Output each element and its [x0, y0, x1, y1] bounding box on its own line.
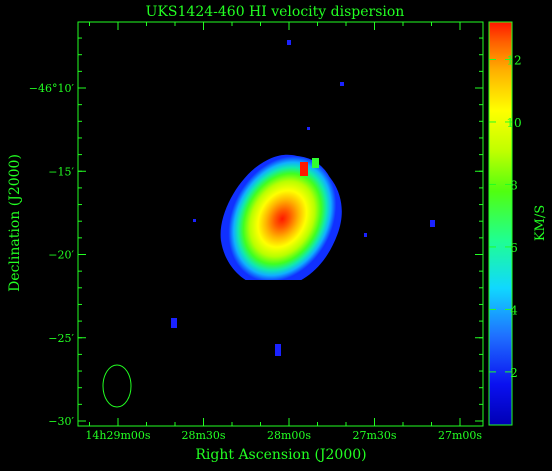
x-tick-label: 14h29m00s	[85, 429, 151, 442]
y-tick-label: −46°10′	[29, 82, 75, 95]
noise-pixels	[171, 40, 435, 356]
x-tick-label: 27m30s	[352, 429, 396, 442]
map-lower-cut	[210, 280, 350, 320]
x-axis-label: Right Ascension (J2000)	[195, 447, 366, 463]
x-tick-label: 28m30s	[181, 429, 225, 442]
colorbar-tick-label: 8	[510, 178, 518, 192]
y-tick-label: −30′	[48, 415, 74, 428]
galaxy-core	[228, 156, 337, 282]
y-axis-ticks: −46°10′ −15′ −20′ −25′ −30′	[29, 37, 483, 428]
colorbar-ticks: 2 4 6 8 10 12	[489, 53, 522, 380]
y-tick-label: −20′	[48, 249, 74, 262]
red-spike	[300, 162, 308, 176]
y-tick-label: −25′	[48, 332, 74, 345]
y-axis-label: Declination (J2000)	[7, 154, 23, 292]
dispersion-map	[171, 40, 435, 356]
colorbar	[488, 21, 513, 426]
beam-ellipse	[102, 364, 132, 408]
colorbar-label: KM/S	[533, 205, 548, 241]
colorbar-tick-label: 12	[506, 53, 521, 67]
chart-title: UKS1424-460 HI velocity dispersion	[146, 4, 405, 20]
green-spike	[312, 158, 319, 168]
x-tick-label: 27m00s	[438, 429, 482, 442]
colorbar-tick-label: 2	[510, 366, 518, 380]
colorbar-tick-label: 6	[510, 241, 518, 255]
colorbar-tick-label: 4	[510, 303, 518, 317]
y-tick-label: −15′	[48, 165, 74, 178]
x-axis-ticks: 14h29m00s 28m30s 28m00s 27m30s 27m00s	[85, 22, 482, 442]
colorbar-tick-label: 10	[506, 116, 521, 130]
x-tick-label: 28m00s	[267, 429, 311, 442]
